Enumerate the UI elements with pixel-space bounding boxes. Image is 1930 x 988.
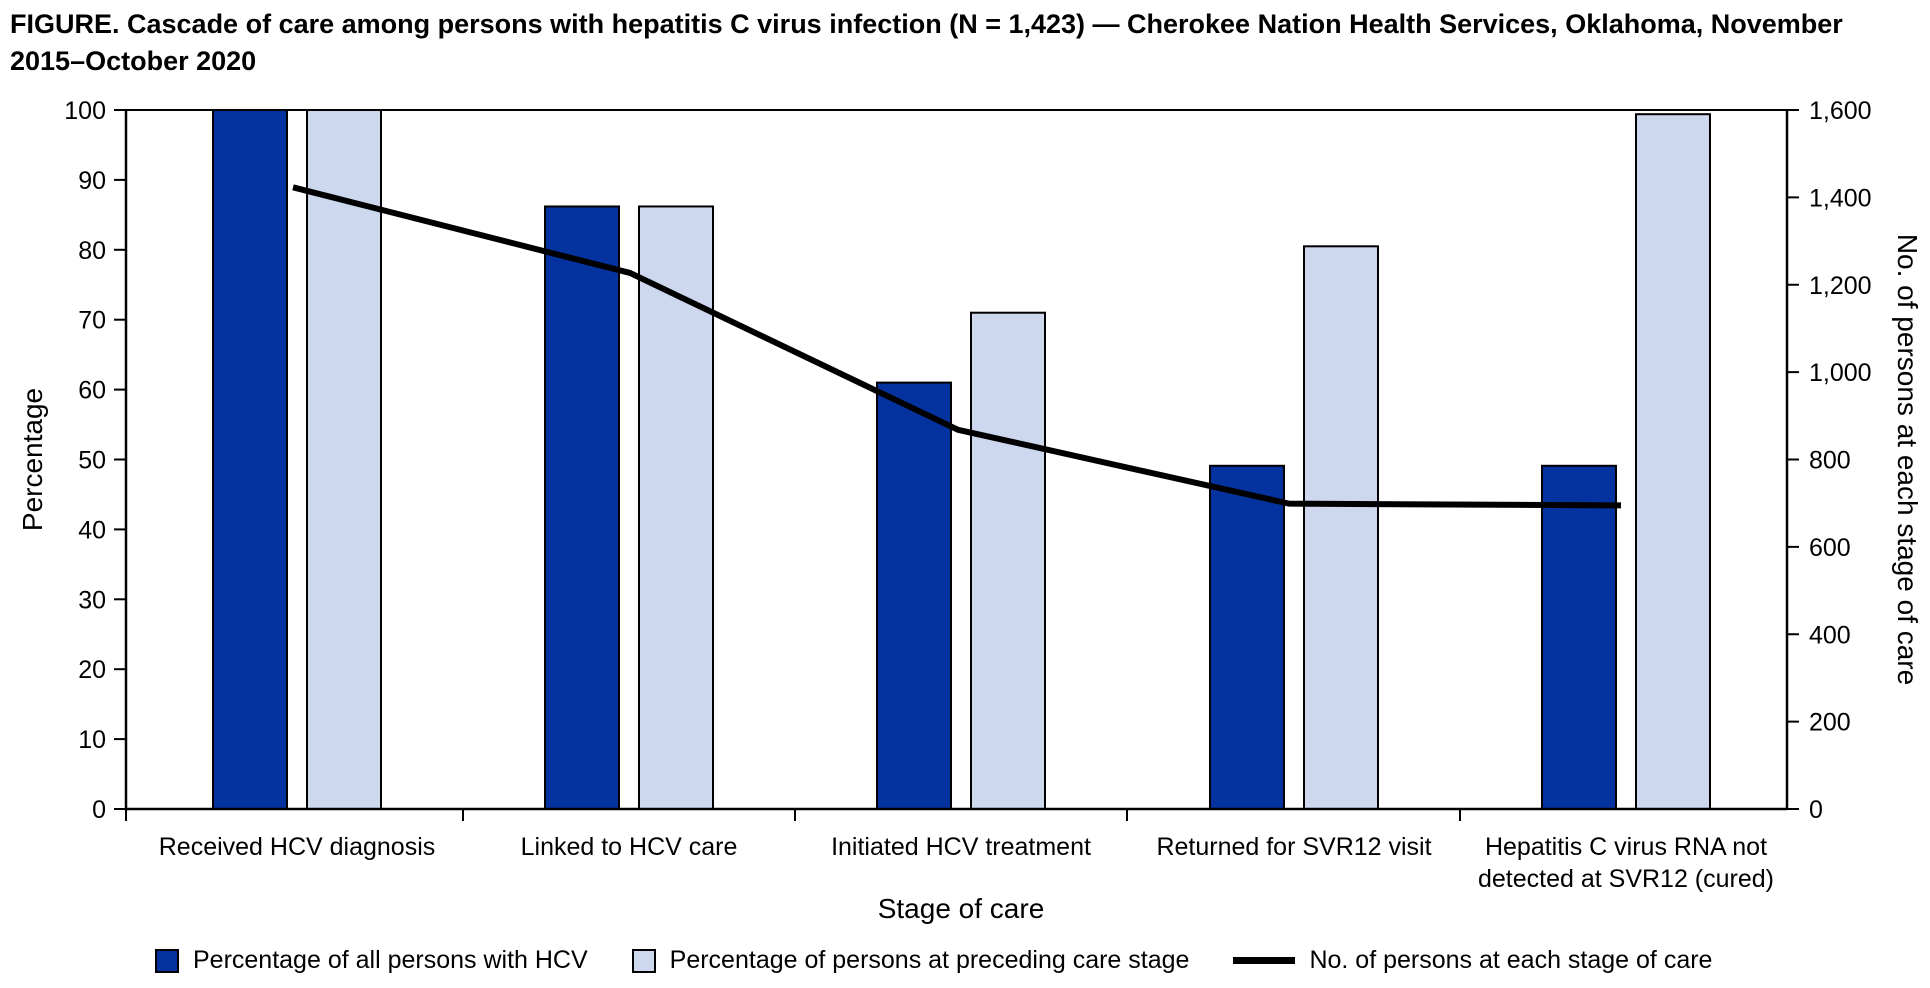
- left-tick-label-70: 70: [78, 307, 106, 335]
- category-label-3: Returned for SVR12 visit: [1156, 833, 1431, 861]
- category-label-line-1-0: Linked to HCV care: [521, 833, 738, 861]
- right-tick-label-2: 400: [1809, 621, 1851, 649]
- chart-canvas: 0 10 20 30 40 50 60 70 80 90 100 0 200 400 600 800 1,000…: [17, 97, 1923, 924]
- bar-all-persons-2: [876, 381, 952, 810]
- legend-item-preceding-stage: Percentage of persons at preceding care …: [631, 946, 1190, 975]
- category-label-0: Received HCV diagnosis: [159, 833, 436, 861]
- left-tick-label-100: 100: [64, 97, 106, 125]
- left-tick-label-50: 50: [78, 447, 106, 475]
- left-tick-label-60: 60: [78, 377, 106, 405]
- category-label-2: Initiated HCV treatment: [831, 833, 1091, 861]
- legend-label-preceding-stage: Percentage of persons at preceding care …: [669, 946, 1190, 974]
- bar-preceding-stage-3: [1303, 245, 1379, 810]
- right-tick-label-4: 800: [1809, 447, 1851, 475]
- bar-preceding-stage-0: [306, 109, 382, 810]
- right-tick-label-7: 1,400: [1809, 184, 1872, 212]
- x-axis-title: Stage of care: [878, 893, 1045, 924]
- category-label-line-3-0: Returned for SVR12 visit: [1156, 833, 1431, 861]
- right-tick-label-5: 1,000: [1809, 359, 1872, 387]
- line-number-of-persons: [292, 184, 1622, 509]
- bar-preceding-stage-4: [1635, 113, 1711, 811]
- legend-label-number-persons: No. of persons at each stage of care: [1309, 946, 1713, 974]
- bar-all-persons-3: [1209, 464, 1285, 810]
- bar-all-persons-1: [544, 205, 620, 811]
- category-label-4: Hepatitis C virus RNA not detected at SVR…: [1478, 833, 1774, 893]
- left-tick-label-20: 20: [78, 656, 106, 684]
- bar-preceding-stage-2: [970, 311, 1046, 810]
- left-tick-label-0: 0: [92, 796, 106, 824]
- left-tick-label-40: 40: [78, 516, 106, 544]
- category-label-line-4-1: detected at SVR12 (cured): [1478, 865, 1774, 893]
- legend-item-number-persons: No. of persons at each stage of care: [1233, 946, 1712, 975]
- bar-all-persons-0: [212, 109, 288, 810]
- right-tick-label-6: 1,200: [1809, 272, 1872, 300]
- legend-swatch-dark-blue: [155, 948, 179, 973]
- legend: Percentage of all persons with HCV Perce…: [155, 946, 1756, 975]
- right-tick-label-0: 0: [1809, 796, 1823, 824]
- category-label-line-0-0: Received HCV diagnosis: [159, 833, 436, 861]
- left-tick-label-90: 90: [78, 167, 106, 195]
- figure-title: FIGURE. Cascade of care among persons wi…: [10, 9, 1843, 76]
- y-axis-title: Percentage: [17, 388, 48, 531]
- bar-all-persons-4: [1541, 464, 1617, 810]
- right-tick-label-8: 1,600: [1809, 97, 1872, 125]
- category-label-1: Linked to HCV care: [521, 833, 738, 861]
- left-tick-label-10: 10: [78, 726, 106, 754]
- legend-swatch-line: [1233, 957, 1296, 964]
- category-label-line-2-0: Initiated HCV treatment: [831, 833, 1091, 861]
- right-tick-label-1: 200: [1809, 709, 1851, 737]
- legend-item-all-persons: Percentage of all persons with HCV: [155, 946, 588, 975]
- left-tick-label-30: 30: [78, 586, 106, 614]
- right-tick-label-3: 600: [1809, 534, 1851, 562]
- left-tick-label-80: 80: [78, 237, 106, 265]
- legend-swatch-light-blue: [631, 948, 656, 973]
- y2-axis-title: No. of persons at each stage of care: [1892, 234, 1923, 685]
- category-label-line-4-0: Hepatitis C virus RNA not: [1485, 833, 1767, 861]
- legend-label-all-persons: Percentage of all persons with HCV: [193, 946, 588, 974]
